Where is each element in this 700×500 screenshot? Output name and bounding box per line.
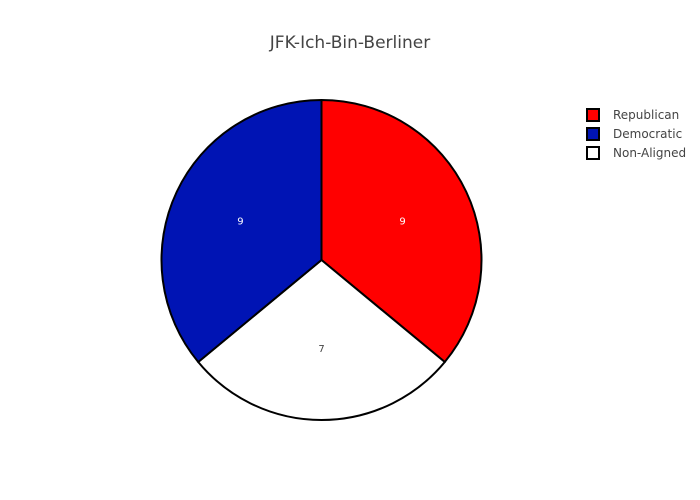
legend-swatch-non-aligned [586,145,600,160]
pie-slice-republican[interactable] [320,99,483,363]
legend-item-democratic[interactable]: Democratic [586,124,686,143]
legend-label-non-aligned: Non-Aligned [613,145,687,160]
legend-item-non-aligned[interactable]: Non-Aligned [586,143,686,162]
legend-label-democratic: Democratic [613,126,683,141]
legend-swatch-democratic [586,126,600,141]
slice-value-label-republican: 9 [399,216,405,227]
slice-value-label-democratic: 9 [237,216,243,227]
pie-slice-democratic[interactable] [160,99,323,363]
pie-slice-non-aligned[interactable] [197,259,446,421]
legend-swatch-republican [586,107,600,122]
legend-label-republican: Republican [613,107,680,122]
slice-value-label-non-aligned: 7 [318,344,324,355]
legend: Republican Democratic Non-Aligned [586,105,686,162]
chart-title: JFK-Ich-Bin-Berliner [269,33,431,53]
legend-item-republican[interactable]: Republican [586,105,686,124]
